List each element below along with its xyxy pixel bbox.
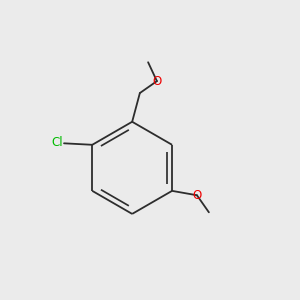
Text: O: O [152, 75, 161, 88]
Text: O: O [192, 189, 202, 202]
Text: Cl: Cl [51, 136, 62, 149]
